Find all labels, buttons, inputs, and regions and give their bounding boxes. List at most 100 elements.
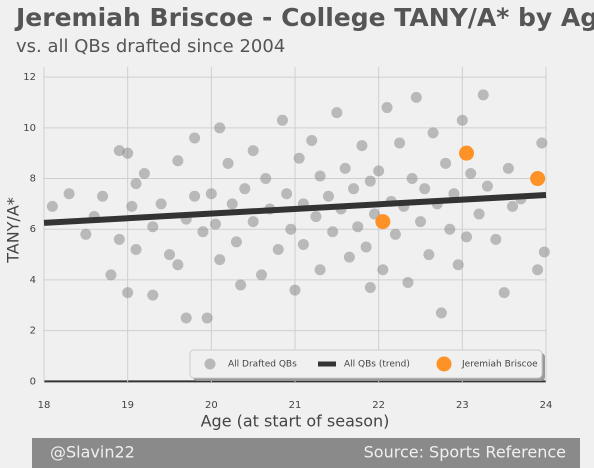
legend [189,349,543,379]
y-tick-label: 8 [30,174,36,185]
footer-left: @Slavin22 [50,443,135,462]
point [46,200,58,212]
point [201,312,213,324]
point [314,264,326,276]
legend-label: All QBs (trend) [344,360,410,370]
chart-title: Jeremiah Briscoe - College TANY/A* by Ag… [14,3,594,32]
point [164,249,175,261]
point [113,145,125,157]
point [276,114,288,126]
point [465,167,477,179]
x-tick-label: 24 [540,400,553,411]
point [502,162,514,174]
point [314,170,326,182]
point [210,218,222,230]
point [435,307,447,319]
point [461,231,473,243]
point [226,198,238,210]
point [481,180,493,192]
y-tick-label: 0 [30,376,36,387]
highlight-point [459,145,475,161]
legend-swatch [436,356,452,372]
point [138,167,150,179]
point [406,173,418,185]
point [477,89,489,101]
point [80,228,92,240]
point [343,251,355,263]
y-tick-label: 12 [23,72,36,83]
chart-subtitle: vs. all QBs drafted since 2004 [16,36,285,57]
point [293,152,305,164]
point [260,173,272,185]
point [180,312,192,324]
point [444,223,456,235]
point [63,188,75,200]
y-tick-label: 10 [23,123,36,134]
point [440,157,452,169]
point [147,221,159,233]
point [126,200,138,212]
point [189,132,201,144]
point [410,91,422,103]
point [172,155,184,167]
point [381,102,393,114]
point [272,244,284,256]
x-tick-label: 18 [38,400,51,411]
point [97,190,109,202]
point [419,183,431,195]
point [235,279,247,291]
highlight-point [530,171,546,187]
point [490,233,502,245]
point [538,246,550,258]
x-tick-label: 22 [372,400,385,411]
point [360,241,372,253]
legend-label: Jeremiah Briscoe [461,360,538,370]
point [230,236,242,248]
y-tick-label: 4 [30,275,36,286]
point [256,269,268,281]
point [122,147,134,159]
point [155,198,167,210]
trend-line [43,192,547,226]
point [285,223,297,235]
point [448,188,460,200]
point [423,249,435,261]
point [130,244,142,256]
point [172,259,184,271]
x-tick-label: 21 [289,400,302,411]
point [331,107,343,119]
point [373,165,385,177]
point [247,145,259,157]
point [310,211,322,223]
x-axis-label: Age (at start of season) [201,412,390,431]
y-tick-label: 6 [30,224,36,235]
point [247,216,259,228]
highlight-point [375,214,391,230]
point [297,238,309,250]
footer-right: Source: Sports Reference [364,443,566,462]
footer-bar [32,438,580,468]
point [113,233,125,245]
point [339,162,351,174]
point [389,228,401,240]
point [289,284,301,296]
point [147,289,159,301]
point [456,114,468,126]
point [222,157,234,169]
point [197,226,209,238]
point [205,188,217,200]
point [281,188,293,200]
point [364,175,376,187]
x-tick-label: 23 [456,400,469,411]
point [322,190,334,202]
point [189,190,201,202]
point [306,135,318,147]
point [536,137,548,149]
point [427,127,439,139]
legend-label: All Drafted QBs [228,360,297,370]
y-tick-label: 2 [30,326,36,337]
point [348,183,360,195]
point [377,264,389,276]
point [507,200,519,212]
